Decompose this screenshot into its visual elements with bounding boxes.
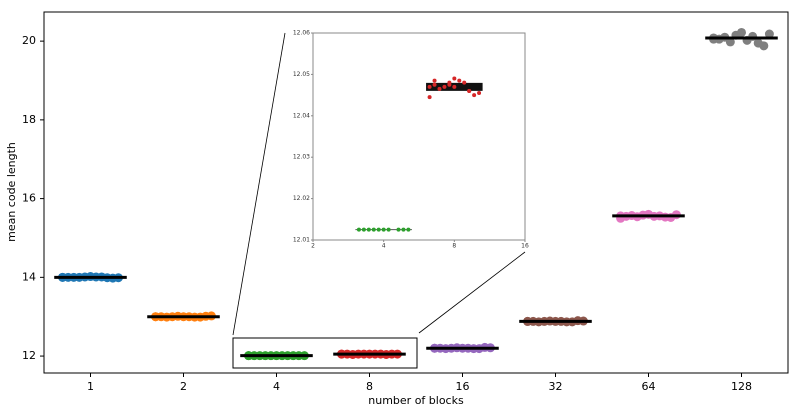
inset-x-tick-label: 16 [521,243,529,250]
x-tick-label: 8 [366,380,373,393]
x-tick-label: 128 [731,380,752,393]
inset-point [452,84,457,89]
inset-point [462,80,467,85]
x-axis-label: number of blocks [368,394,464,407]
point [737,27,746,37]
inset-point [401,227,406,232]
inset-point [366,227,371,232]
y-tick-label: 18 [22,113,36,126]
inset-point [452,76,457,81]
inset-point [447,82,452,87]
x-tick-label: 4 [273,380,280,393]
inset-point [432,78,437,83]
y-tick-label: 20 [22,34,36,47]
inset-x-tick-label: 4 [382,243,386,250]
x-tick-label: 64 [642,380,656,393]
inset-x-tick-label: 8 [452,243,456,250]
point [725,37,735,47]
point [748,31,758,41]
inset-point [406,227,411,232]
y-tick-label: 14 [22,270,36,283]
inset-point [361,227,366,232]
x-tick-label: 32 [549,380,563,393]
inset-point [432,82,437,87]
inset-point [457,78,462,83]
inset-x-tick-label: 2 [311,243,315,250]
zoom-connector [232,32,286,336]
inset-point [427,84,432,89]
inset-y-tick-label: 12.05 [293,71,310,78]
y-axis-label: mean code length [5,142,18,242]
point [764,29,774,39]
inset-point [472,93,477,98]
inset-point [467,88,472,93]
inset-frame [312,32,526,241]
inset-y-tick-label: 12.04 [293,112,310,119]
x-tick-label: 2 [180,380,187,393]
zoom-connector [418,251,526,334]
y-tick-label: 12 [22,349,36,362]
inset-point [356,227,361,232]
inset-point [477,91,482,96]
inset-point [442,84,447,89]
inset-y-tick-label: 12.01 [293,237,310,244]
zoom-box [232,337,418,369]
inset-point [386,227,391,232]
point [759,41,769,51]
inset-point [381,227,386,232]
inset-y-tick-label: 12.03 [293,154,310,161]
inset-y-tick-label: 12.02 [293,195,310,202]
x-tick-label: 16 [456,380,470,393]
y-tick-label: 16 [22,192,36,205]
inset-y-tick-label: 12.06 [293,30,310,37]
inset-point [371,227,376,232]
inset-point [396,227,401,232]
inset-point [437,86,442,91]
inset-point [427,95,432,100]
inset-point [376,227,381,232]
x-tick-label: 1 [87,380,94,393]
